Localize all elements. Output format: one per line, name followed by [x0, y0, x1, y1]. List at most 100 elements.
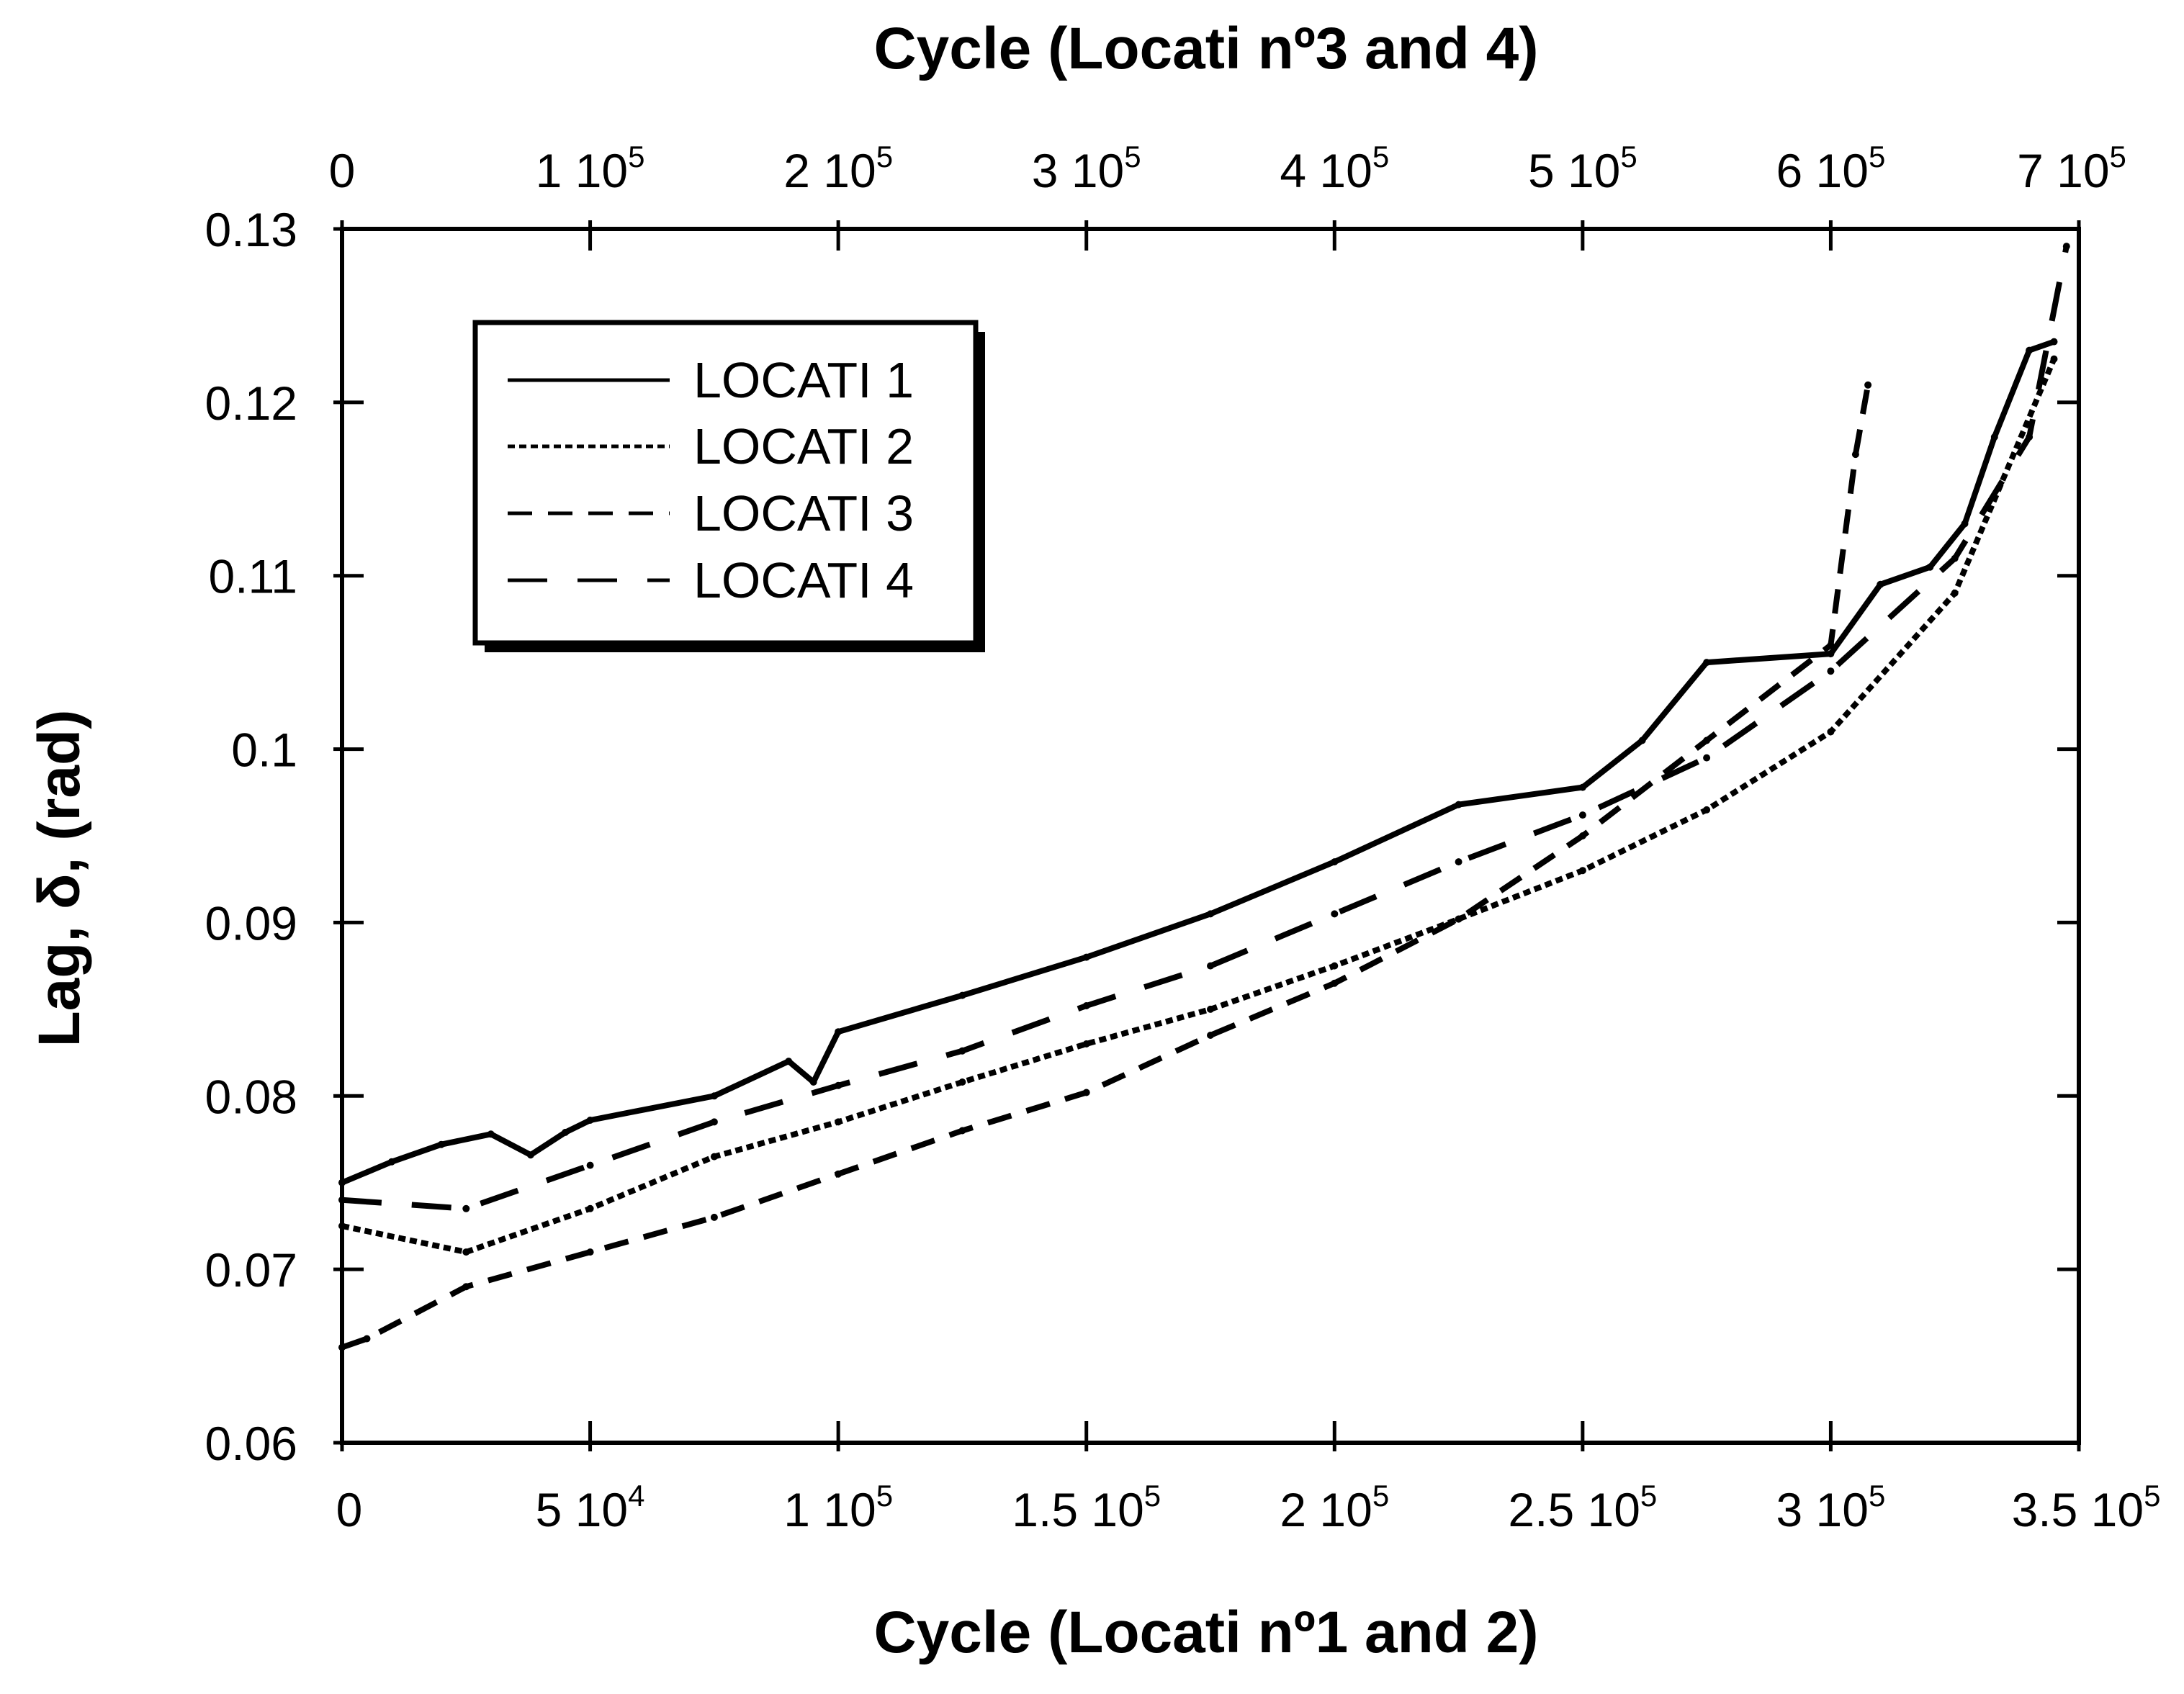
- y-tick-label: 0.09: [205, 896, 297, 950]
- data-point-locati-3: [1455, 915, 1462, 923]
- legend-box: [472, 320, 979, 646]
- y-tick-label: 0.06: [205, 1417, 297, 1470]
- data-point-locati-1: [1877, 580, 1884, 588]
- bottom-axis-title: Cycle (Locati nº1 and 2): [873, 1600, 1538, 1665]
- data-point-locati-1: [437, 1140, 445, 1148]
- data-point-locati-1: [487, 1130, 495, 1138]
- data-point-locati-1: [1961, 520, 1969, 528]
- data-point-locati-2: [586, 1204, 594, 1212]
- legend-label-locati-4: LOCATI 4: [693, 552, 914, 608]
- data-point-locati-3: [1578, 832, 1586, 839]
- x2-tick-label: 3 105: [1032, 140, 1141, 197]
- x2-tick-label: 0: [329, 144, 356, 197]
- data-point-locati-4: [338, 1196, 346, 1204]
- data-point-locati-3: [586, 1248, 594, 1256]
- x-tick-label: 1.5 105: [1012, 1479, 1161, 1536]
- x-tick-label: 2.5 105: [1508, 1479, 1657, 1536]
- data-point-locati-1: [526, 1151, 534, 1159]
- x-tick-label: 5 104: [536, 1479, 645, 1536]
- y-tick-label: 0.07: [205, 1243, 297, 1297]
- data-point-locati-2: [1578, 867, 1586, 875]
- data-point-locati-2: [1331, 962, 1339, 970]
- data-point-locati-1: [2026, 346, 2034, 354]
- y-tick-label: 0.1: [231, 724, 297, 777]
- data-point-locati-3: [835, 1170, 842, 1178]
- data-point-locati-3: [958, 1127, 966, 1135]
- data-point-locati-4: [1951, 554, 1959, 562]
- y-axis-title: Lag, δ, (rad): [27, 710, 92, 1048]
- data-point-locati-4: [835, 1081, 842, 1089]
- data-point-locati-3: [1827, 641, 1835, 649]
- legend: LOCATI 1 LOCATI 2 LOCATI 3 LOCATI 4: [472, 320, 985, 652]
- x-tick-label: 2 105: [1280, 1479, 1389, 1536]
- legend-label-locati-3: LOCATI 3: [693, 485, 914, 541]
- top-axis-title: Cycle (Locati nº3 and 4): [873, 16, 1538, 81]
- data-point-locati-3: [1207, 1032, 1214, 1039]
- x-tick-label: 3 105: [1776, 1479, 1886, 1536]
- data-point-locati-3: [462, 1283, 470, 1291]
- data-point-locati-1: [1455, 801, 1462, 808]
- series-line-locati-3: [341, 384, 1871, 1351]
- data-point-locati-1: [710, 1092, 718, 1100]
- x-tick-label: 1 105: [783, 1479, 893, 1536]
- data-point-locati-2: [462, 1248, 470, 1256]
- data-point-locati-3: [1864, 381, 1872, 389]
- data-point-locati-4: [462, 1204, 470, 1212]
- data-point-locati-3: [1082, 1089, 1090, 1096]
- data-point-locati-1: [1638, 736, 1646, 744]
- data-point-locati-1: [958, 991, 966, 999]
- data-point-locati-1: [809, 1078, 817, 1086]
- x2-tick-label: 1 105: [536, 140, 645, 197]
- data-point-locati-2: [958, 1078, 966, 1086]
- data-point-locati-1: [1331, 858, 1339, 866]
- data-point-locati-2: [1827, 728, 1835, 736]
- y-tick-label: 0.11: [208, 550, 297, 603]
- data-point-locati-2: [710, 1153, 718, 1161]
- data-point-locati-2: [1082, 1040, 1090, 1048]
- data-point-locati-3: [1703, 736, 1711, 744]
- data-point-locati-1: [562, 1128, 570, 1136]
- data-point-locati-2: [1951, 589, 1959, 597]
- data-point-locati-1: [1082, 953, 1090, 961]
- data-point-locati-1: [835, 1028, 842, 1036]
- data-point-locati-1: [1990, 433, 1998, 441]
- data-point-locati-1: [586, 1117, 594, 1124]
- x2-tick-label: 6 105: [1776, 140, 1886, 197]
- data-point-locati-1: [387, 1158, 395, 1166]
- data-point-locati-4: [586, 1161, 594, 1169]
- legend-label-locati-2: LOCATI 2: [693, 418, 914, 474]
- data-point-locati-4: [1331, 910, 1339, 918]
- data-point-locati-3: [1851, 451, 1859, 459]
- data-point-locati-1: [2050, 338, 2058, 346]
- data-point-locati-4: [1703, 754, 1711, 762]
- x2-tick-label: 7 105: [2017, 140, 2126, 197]
- data-point-locati-1: [1827, 650, 1835, 658]
- data-point-locati-2: [338, 1222, 346, 1230]
- data-point-locati-2: [2050, 355, 2058, 363]
- series-line-locati-1: [341, 338, 2055, 1186]
- data-point-locati-1: [338, 1179, 346, 1186]
- plot-frame: [340, 227, 2081, 1445]
- y-tick-label: 0.08: [205, 1070, 297, 1123]
- data-point-locati-4: [1082, 1002, 1090, 1009]
- data-point-locati-4: [1455, 858, 1462, 866]
- data-point-locati-4: [1827, 667, 1835, 675]
- data-point-locati-2: [1207, 1005, 1214, 1013]
- data-point-locati-4: [958, 1047, 966, 1055]
- data-point-locati-4: [2026, 433, 2034, 441]
- x2-tick-label: 5 105: [1528, 140, 1637, 197]
- data-point-locati-4: [1578, 811, 1586, 819]
- data-point-locati-3: [363, 1335, 371, 1343]
- data-point-locati-4: [2062, 243, 2070, 251]
- data-point-locati-1: [785, 1058, 793, 1065]
- data-point-locati-4: [710, 1118, 718, 1126]
- x2-tick-label: 4 105: [1280, 140, 1389, 197]
- axis-ticks: 0.06 0.07 0.08 0.09 0.1 0.11 0.12 0.13 0 5 104 1 1…: [205, 140, 2161, 1536]
- data-point-locati-1: [1926, 563, 1934, 571]
- data-point-locati-4: [1207, 962, 1214, 970]
- data-point-locati-2: [1703, 806, 1711, 814]
- y-tick-label: 0.13: [205, 203, 297, 256]
- data-point-locati-1: [1207, 910, 1214, 918]
- series-line-locati-4: [341, 245, 2070, 1212]
- data-point-locati-3: [710, 1213, 718, 1221]
